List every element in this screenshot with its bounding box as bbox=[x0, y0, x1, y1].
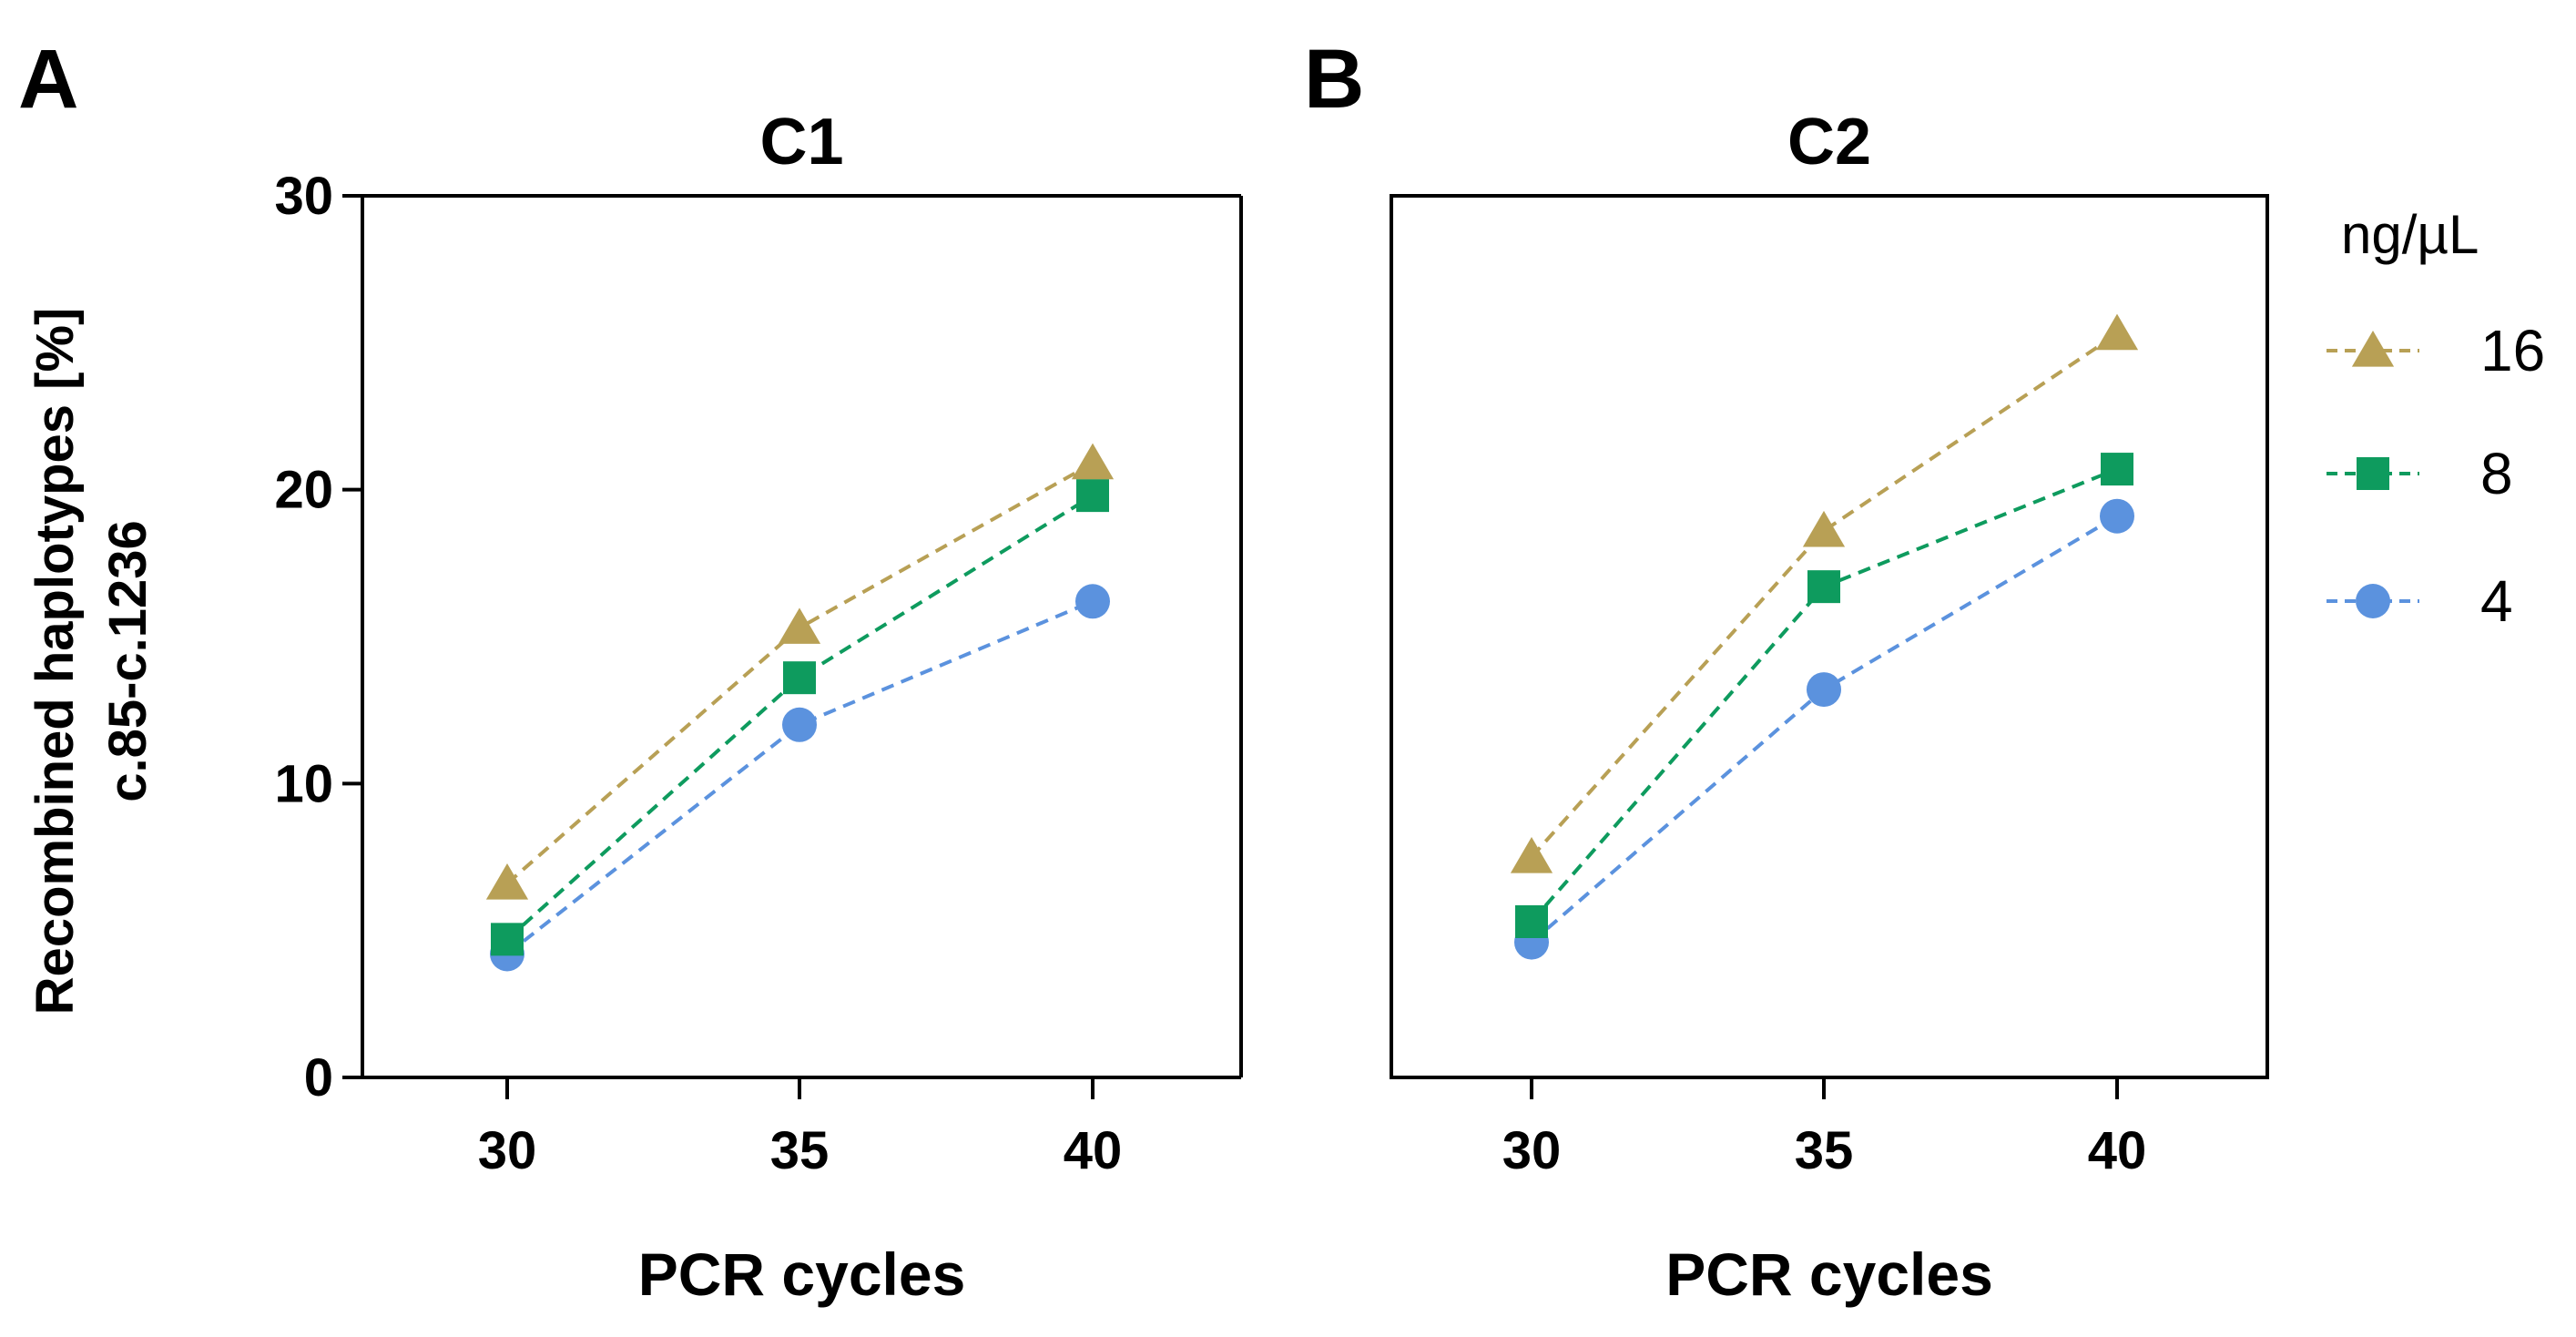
y-tick-label: 20 bbox=[274, 461, 333, 520]
panel-label-b: B bbox=[1304, 33, 1364, 126]
series-line-8 bbox=[505, 494, 1095, 941]
chart-c2: C2 30 35 40 PCR cycles bbox=[1390, 106, 2269, 1308]
legend-marker-4 bbox=[2356, 584, 2390, 618]
x-tick-label: 30 bbox=[1502, 1121, 1562, 1180]
data-point-8 bbox=[2101, 453, 2133, 486]
data-point-8 bbox=[783, 661, 816, 695]
series-line-4 bbox=[505, 599, 1094, 956]
data-point-16 bbox=[1071, 443, 1115, 480]
plot-frame bbox=[1390, 194, 2269, 1079]
y-tick-label: 10 bbox=[274, 754, 333, 813]
panel-label-a: A bbox=[18, 33, 78, 126]
chart-title: C2 bbox=[1787, 106, 1871, 179]
legend-marker-8 bbox=[2357, 457, 2389, 490]
y-axis-label-line2: c.85-c.1236 bbox=[98, 520, 158, 802]
data-point-4 bbox=[782, 707, 817, 742]
data-point-16 bbox=[485, 863, 529, 900]
data-point-4 bbox=[1075, 584, 1110, 619]
x-axis-label: PCR cycles bbox=[1665, 1240, 1993, 1308]
data-point-4 bbox=[1807, 672, 1841, 708]
x-tick-label: 35 bbox=[1795, 1121, 1854, 1180]
data-point-16 bbox=[1802, 510, 1846, 547]
chart-title: C1 bbox=[759, 106, 843, 179]
legend-marker-16 bbox=[2351, 331, 2395, 367]
legend-label-8: 8 bbox=[2480, 441, 2513, 506]
series-line-16 bbox=[1530, 332, 2119, 859]
data-point-16 bbox=[1510, 837, 1553, 873]
data-point-16 bbox=[2095, 313, 2139, 351]
y-tick-label: 30 bbox=[274, 167, 333, 226]
legend-title: ng/µL bbox=[2341, 204, 2479, 265]
x-tick-label: 35 bbox=[770, 1121, 830, 1180]
data-point-8 bbox=[1807, 570, 1840, 604]
legend: ng/µL 16 8 4 bbox=[2327, 204, 2545, 634]
legend-label-16: 16 bbox=[2480, 318, 2545, 383]
x-tick-label: 30 bbox=[478, 1121, 537, 1180]
y-tick-label: 0 bbox=[304, 1048, 333, 1107]
x-axis-label: PCR cycles bbox=[638, 1240, 966, 1308]
data-point-8 bbox=[491, 923, 524, 956]
data-point-8 bbox=[1076, 479, 1109, 513]
x-tick-label: 40 bbox=[1064, 1121, 1123, 1180]
legend-label-4: 4 bbox=[2480, 568, 2513, 634]
data-point-4 bbox=[2100, 498, 2134, 534]
data-point-8 bbox=[1515, 904, 1548, 938]
y-axis-label-line1: Recombined haplotypes [%] bbox=[25, 308, 85, 1016]
chart-c1: C1 0 10 20 30 30 35 40 PCR cycles bbox=[274, 106, 1243, 1308]
data-point-16 bbox=[778, 607, 821, 644]
x-tick-label: 40 bbox=[2088, 1121, 2147, 1180]
